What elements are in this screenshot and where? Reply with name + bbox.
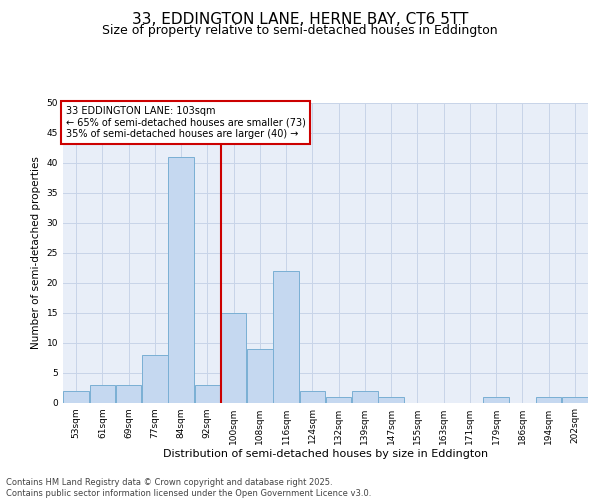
Bar bbox=[169, 156, 194, 402]
Bar bbox=[326, 396, 352, 402]
Text: 33 EDDINGTON LANE: 103sqm
← 65% of semi-detached houses are smaller (73)
35% of : 33 EDDINGTON LANE: 103sqm ← 65% of semi-… bbox=[65, 106, 305, 138]
Bar bbox=[64, 390, 89, 402]
Bar bbox=[247, 348, 272, 403]
Bar bbox=[536, 396, 562, 402]
Bar bbox=[221, 312, 247, 402]
Bar bbox=[352, 390, 377, 402]
Text: 33, EDDINGTON LANE, HERNE BAY, CT6 5TT: 33, EDDINGTON LANE, HERNE BAY, CT6 5TT bbox=[132, 12, 468, 28]
X-axis label: Distribution of semi-detached houses by size in Eddington: Distribution of semi-detached houses by … bbox=[163, 450, 488, 460]
Y-axis label: Number of semi-detached properties: Number of semi-detached properties bbox=[31, 156, 41, 349]
Text: Size of property relative to semi-detached houses in Eddington: Size of property relative to semi-detach… bbox=[102, 24, 498, 37]
Bar bbox=[89, 384, 115, 402]
Bar bbox=[562, 396, 587, 402]
Bar bbox=[484, 396, 509, 402]
Bar bbox=[274, 270, 299, 402]
Bar bbox=[142, 354, 167, 403]
Bar bbox=[299, 390, 325, 402]
Text: Contains HM Land Registry data © Crown copyright and database right 2025.
Contai: Contains HM Land Registry data © Crown c… bbox=[6, 478, 371, 498]
Bar bbox=[116, 384, 142, 402]
Bar bbox=[194, 384, 220, 402]
Bar bbox=[379, 396, 404, 402]
